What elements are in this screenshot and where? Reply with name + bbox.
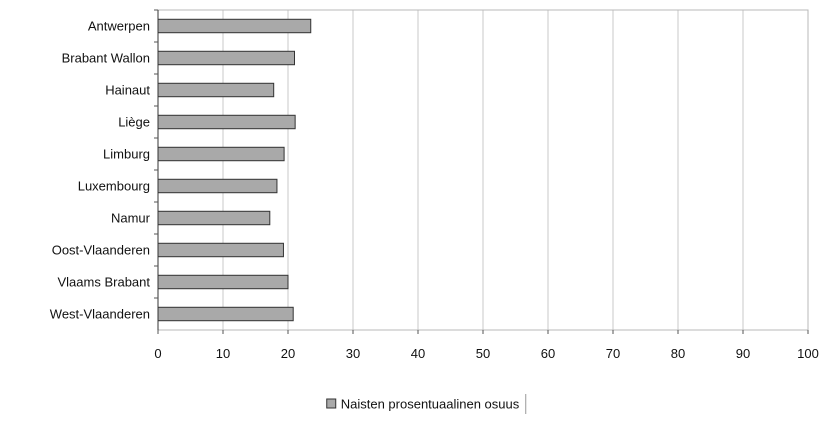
bar	[157, 50, 295, 66]
x-tick-label: 70	[606, 346, 620, 361]
gridlines	[222, 10, 744, 330]
category-label: Hainaut	[105, 83, 150, 98]
x-tick-label: 60	[541, 346, 555, 361]
bar	[157, 210, 271, 226]
category-label: Brabant Wallon	[62, 51, 150, 66]
x-tick-label: 30	[346, 346, 360, 361]
axes	[154, 9, 809, 334]
category-labels: Antwerpen Brabant Wallon Hainaut Liège Limbu…	[50, 19, 151, 322]
x-tick-label: 100	[797, 346, 819, 361]
tick-labels: 0 10 20 30 40 50 60 70 80 90 100	[154, 346, 818, 361]
x-tick-label: 20	[281, 346, 295, 361]
category-label: Liège	[118, 115, 150, 130]
bar	[157, 178, 278, 194]
bar	[157, 242, 284, 258]
bar	[157, 306, 294, 322]
x-tick-label: 90	[736, 346, 750, 361]
x-tick-label: 0	[154, 346, 161, 361]
category-label: West-Vlaanderen	[50, 307, 150, 322]
category-label: Luxembourg	[78, 179, 150, 194]
x-tick-label: 50	[476, 346, 490, 361]
bar	[157, 274, 289, 290]
category-label: Limburg	[103, 147, 150, 162]
category-label: Namur	[111, 211, 151, 226]
bar	[157, 82, 275, 98]
bar	[157, 114, 296, 130]
category-label: Antwerpen	[88, 19, 150, 34]
legend: Naisten prosentuaalinen osuus	[326, 394, 527, 414]
x-tick-label: 40	[411, 346, 425, 361]
bar	[157, 18, 312, 34]
x-tick-label: 10	[216, 346, 230, 361]
bar	[157, 146, 285, 162]
legend-label: Naisten prosentuaalinen osuus	[341, 397, 520, 412]
category-label: Oost-Vlaanderen	[52, 243, 150, 258]
legend-swatch	[326, 398, 337, 409]
x-tick-label: 80	[671, 346, 685, 361]
category-label: Vlaams Brabant	[58, 275, 151, 290]
